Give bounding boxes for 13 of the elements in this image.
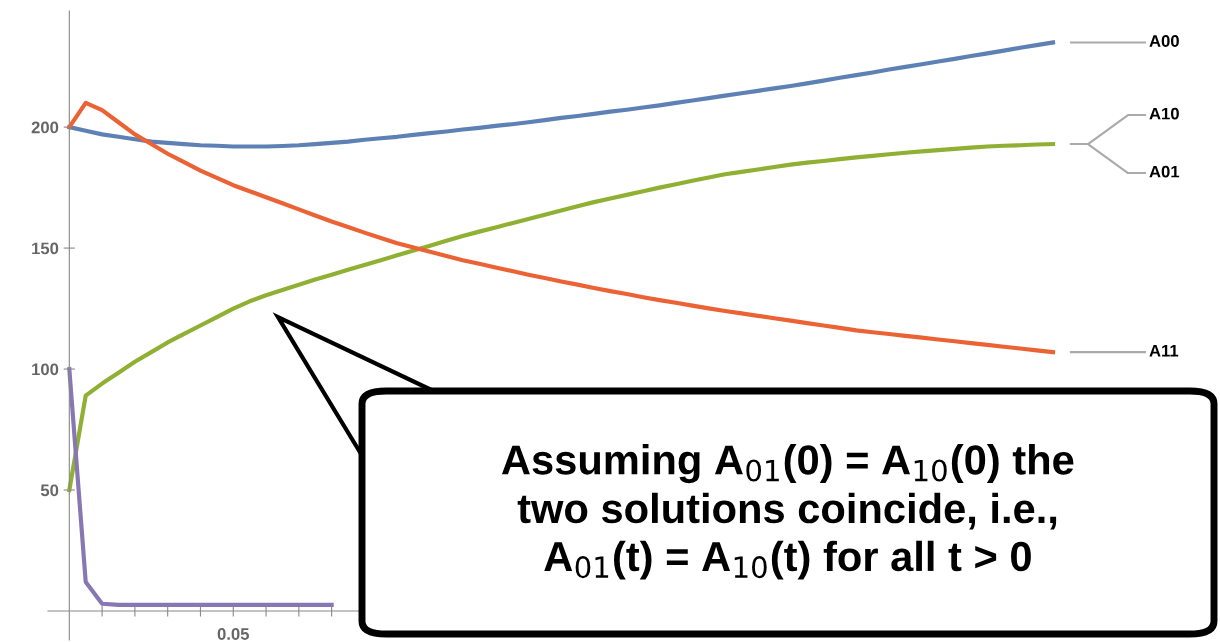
text: A00: [1149, 35, 1179, 47]
line-series: [67, 100, 1056, 355]
y-tick-label: 100: [32, 363, 59, 376]
y-tick-label: 200: [31, 121, 59, 134]
annotation: 0.05: [217, 628, 250, 640]
text: A01: [1149, 165, 1180, 178]
text: Assuming A$_{01}$(0) = A$_{10}$(0) the two solutions coincide, i.e., A$_{01}$(t) = A$_{10}$(t) for all t > 0: [501, 444, 1074, 580]
line-series: [67, 366, 334, 608]
y-tick-label: 150: [32, 242, 59, 255]
line-series: [67, 40, 1056, 149]
text: A11: [1149, 344, 1179, 357]
y-tick-label: 50: [40, 484, 59, 497]
text: A10: [1149, 107, 1179, 120]
